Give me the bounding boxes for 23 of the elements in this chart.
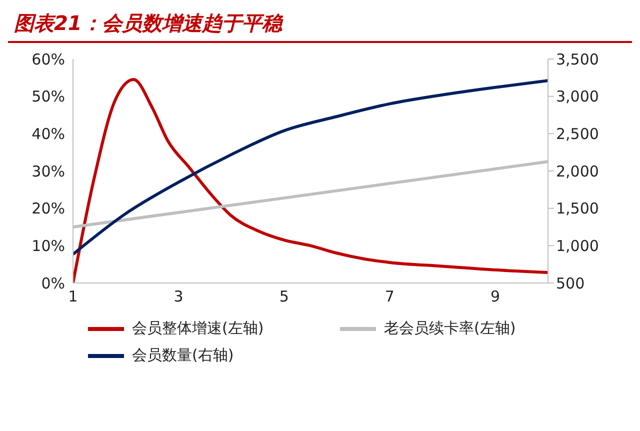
y2-tick-label: 2,500 (556, 124, 599, 143)
y-tick-label: 60% (32, 50, 65, 68)
y-tick-label: 0% (41, 274, 65, 292)
x-tick-label: 5 (279, 288, 289, 306)
legend-label: 会员数量(右轴) (132, 346, 234, 365)
y2-tick-label: 1,500 (556, 200, 599, 218)
x-tick-label: 3 (174, 288, 184, 306)
y2-tick-label: 500 (556, 274, 585, 292)
legend-label: 会员整体增速(左轴) (132, 319, 264, 338)
x-tick-label: 1 (68, 288, 78, 306)
x-tick-label: 9 (490, 288, 500, 306)
y-tick-label: 30% (32, 162, 65, 180)
y2-tick-label: 2,000 (556, 162, 599, 180)
y-tick-label: 10% (32, 236, 65, 255)
y2-tick-label: 1,000 (556, 236, 599, 255)
y-tick-label: 20% (32, 200, 65, 218)
x-tick-label: 7 (384, 288, 394, 306)
y2-tick-label: 3,500 (556, 50, 599, 68)
y-tick-label: 50% (32, 88, 65, 106)
chart-title: 图表21：会员数增速趋于平稳 (8, 8, 632, 43)
y2-tick-label: 3,000 (556, 88, 599, 106)
y-tick-label: 40% (32, 124, 65, 143)
legend-label: 老会员续卡率(左轴) (384, 319, 516, 338)
